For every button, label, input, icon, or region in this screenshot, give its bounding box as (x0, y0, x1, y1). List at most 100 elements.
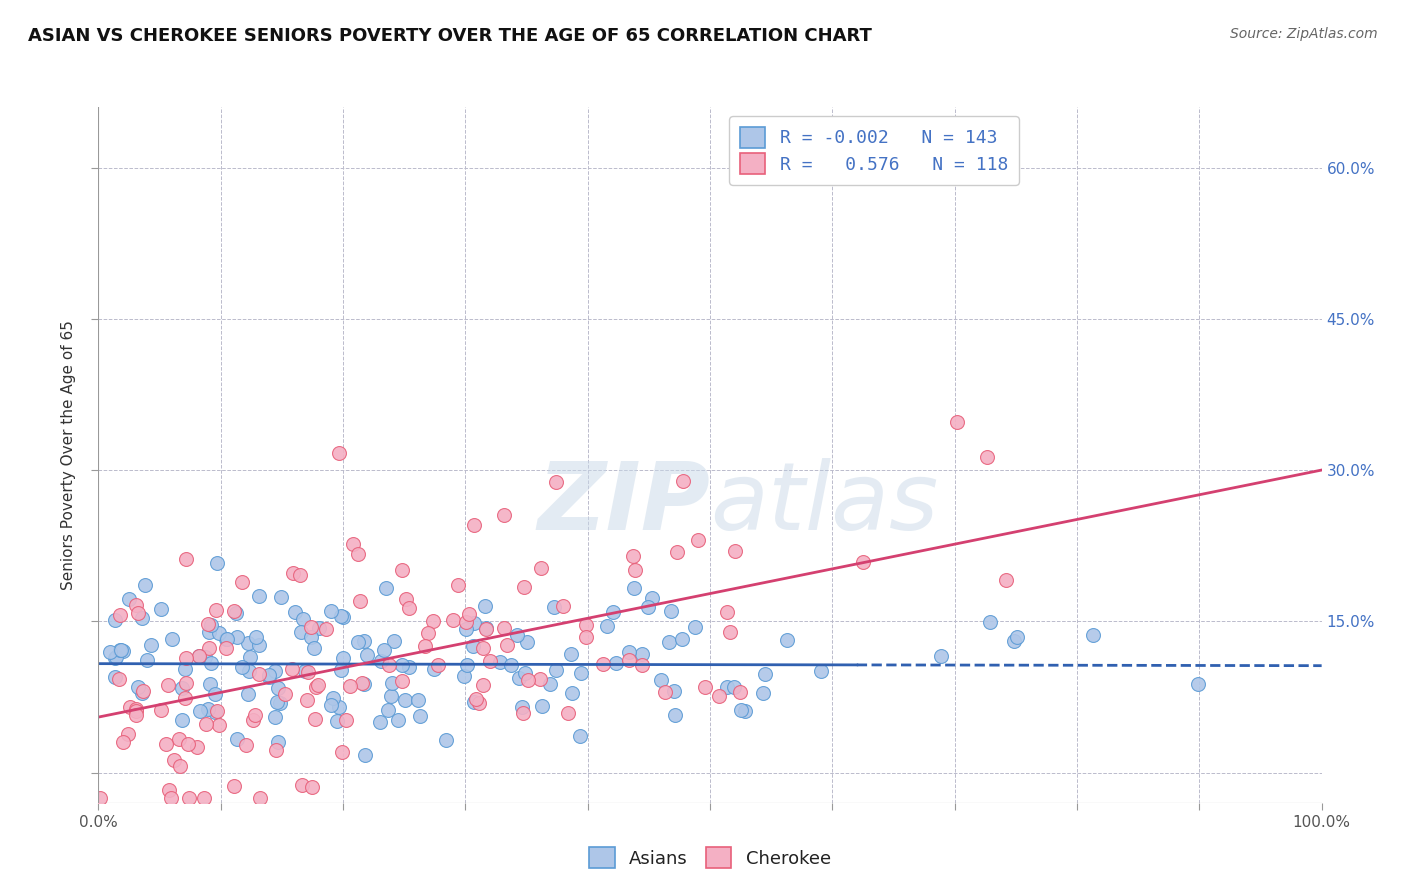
Point (245, 708, 267, 723)
Point (621, 549, 644, 563)
Point (569, 729, 592, 743)
Point (111, 735, 134, 749)
Point (270, 591, 292, 605)
Point (538, 677, 561, 691)
Point (353, 747, 375, 762)
Point (321, 690, 343, 705)
Point (381, 675, 404, 690)
Point (328, 446, 350, 460)
Point (291, 611, 314, 625)
Point (125, 598, 148, 612)
Point (398, 660, 420, 674)
Point (387, 713, 409, 727)
Point (236, 635, 259, 649)
Point (307, 678, 329, 692)
Point (226, 732, 249, 747)
Point (187, 649, 209, 664)
Point (569, 665, 592, 680)
Point (472, 678, 495, 692)
Point (110, 608, 132, 623)
Point (575, 617, 598, 632)
Point (215, 632, 238, 646)
Point (315, 622, 337, 636)
Point (98, 645, 121, 659)
Point (496, 638, 519, 652)
Point (605, 656, 627, 670)
Point (238, 664, 260, 678)
Point (754, 667, 776, 681)
Point (517, 673, 540, 688)
Point (110, 643, 132, 657)
Point (852, 555, 875, 569)
Point (274, 687, 297, 701)
Point (198, 624, 221, 639)
Point (630, 647, 652, 661)
Point (686, 533, 709, 547)
Point (257, 668, 280, 682)
Point (169, 759, 191, 773)
Point (654, 684, 676, 698)
Point (596, 619, 619, 633)
Point (391, 657, 413, 672)
Point (174, 552, 197, 566)
Point (207, 556, 229, 570)
Point (434, 732, 457, 747)
Point (215, 632, 238, 647)
Point (104, 613, 127, 627)
Legend: Asians, Cherokee: Asians, Cherokee (581, 838, 839, 877)
Point (531, 698, 554, 713)
Point (176, 737, 198, 751)
Point (231, 660, 253, 674)
Point (174, 691, 197, 706)
Point (188, 649, 211, 664)
Point (422, 614, 444, 628)
Point (471, 640, 494, 655)
Point (107, 672, 129, 686)
Point (468, 696, 491, 710)
Point (339, 679, 361, 693)
Point (415, 639, 437, 653)
Point (290, 624, 312, 639)
Point (529, 673, 551, 687)
Point (89, 790, 111, 805)
Point (263, 665, 285, 679)
Point (492, 621, 515, 635)
Point (301, 780, 323, 794)
Point (127, 680, 149, 694)
Point (810, 664, 832, 678)
Point (353, 677, 375, 691)
Point (347, 547, 370, 561)
Point (299, 620, 322, 634)
Point (127, 606, 149, 620)
Point (724, 544, 747, 558)
Point (752, 686, 775, 700)
Point (247, 638, 270, 652)
Point (406, 693, 429, 707)
Point (506, 628, 529, 642)
Point (353, 633, 375, 648)
Point (465, 692, 488, 706)
Point (294, 665, 316, 679)
Point (931, 648, 953, 663)
Point (441, 613, 464, 627)
Point (266, 735, 288, 749)
Point (512, 580, 534, 594)
Point (155, 737, 177, 751)
Point (716, 605, 738, 619)
Point (463, 695, 485, 709)
Point (193, 790, 215, 805)
Point (512, 706, 534, 721)
Point (513, 666, 536, 681)
Point (557, 706, 579, 720)
Point (104, 650, 127, 665)
Point (197, 702, 219, 716)
Point (198, 677, 221, 691)
Point (979, 615, 1001, 629)
Text: Source: ZipAtlas.com: Source: ZipAtlas.com (1230, 27, 1378, 41)
Point (131, 686, 153, 700)
Point (456, 658, 478, 673)
Point (297, 665, 319, 679)
Point (530, 561, 553, 575)
Point (204, 705, 226, 719)
Point (1083, 628, 1105, 642)
